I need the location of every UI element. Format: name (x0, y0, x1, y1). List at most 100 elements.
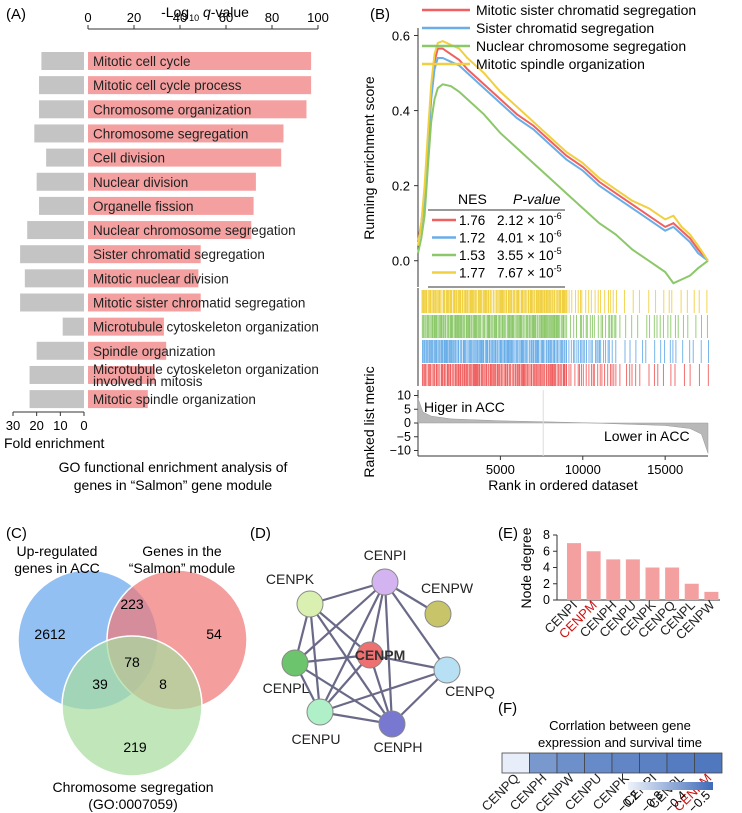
f-title-line-1: Corrlation between gene (549, 718, 691, 733)
d-network-edge (294, 662, 393, 725)
a-bar-qvalue (88, 317, 164, 336)
f-title-line-2: expression and survival time (538, 735, 702, 750)
c-region-count: 39 (92, 676, 108, 692)
b-y-tick-label: 0.0 (392, 254, 410, 269)
b-y-label: Running enrichment score (361, 76, 377, 240)
a-bar-qvalue (88, 293, 201, 312)
b-table-pval-base: 2.12 × 10 (497, 213, 554, 228)
b-x-tick-label: 15000 (647, 462, 683, 477)
a-bar-qvalue (88, 221, 252, 240)
b-y-tick-label: 0.2 (392, 179, 410, 194)
c-set-c-label-2: (GO:0007059) (88, 796, 178, 812)
b-table-header-nes: NES (458, 191, 487, 207)
panel-label-e: (E) (498, 525, 518, 542)
a-bar-qvalue (88, 390, 148, 409)
c-set-b-label-2: “Salmon” module (129, 560, 236, 576)
b-metric-tick-label: 5 (404, 402, 411, 416)
panel-label-f: (F) (498, 700, 517, 717)
a-top-tick-label: 20 (127, 10, 141, 25)
panel-d-network: CENPI CENPW CENPK CENPM CENPL CENPQ CENPU CENPH (263, 547, 495, 755)
a-bar-fold (20, 293, 85, 312)
d-network-edge (319, 581, 386, 713)
d-node-cenpk (296, 590, 324, 618)
d-network-edge (319, 668, 448, 714)
a-caption-line-1: GO functional enrichment analysis of (59, 459, 288, 475)
a-bar-fold (36, 341, 84, 360)
a-top-label-value: -value (211, 4, 249, 20)
a-bottom-tick-label: 0 (80, 418, 87, 433)
b-legend-label: Mitotic spindle organization (476, 56, 645, 72)
d-node-label: CENPI (364, 547, 407, 563)
d-node-cenpq (433, 656, 461, 684)
e-y-tick-label: 4 (543, 561, 550, 575)
b-table-pval-exp: -5 (554, 264, 562, 274)
a-bar-qvalue (88, 172, 256, 191)
a-bottom-tick-label: 10 (53, 418, 67, 433)
e-bar (665, 567, 680, 600)
d-node-cenpm (356, 641, 384, 669)
f-heat-cell (666, 752, 695, 774)
b-table-nes: 1.72 (459, 231, 485, 246)
a-top-tick-label: 80 (265, 10, 279, 25)
a-bar-qvalue (88, 341, 167, 360)
e-bar (625, 559, 640, 600)
a-bar-fold (34, 124, 84, 143)
a-top-tick-label: 40 (173, 10, 187, 25)
e-y-tick-label: 6 (543, 544, 550, 558)
panel-label-b: (B) (370, 6, 390, 23)
a-category-label: Organelle fission (93, 199, 194, 214)
d-node-label: CENPQ (445, 683, 495, 699)
b-legend-label: Nuclear chromosome segregation (476, 38, 686, 54)
a-category-label: Spindle organization (93, 344, 215, 359)
a-category-label: Microtubule cytoskeleton organization (93, 320, 319, 335)
b-metric-tick-label: −5 (397, 430, 411, 444)
a-top-tick-label: 100 (307, 10, 329, 25)
a-category-label: Mitotic cell cycle (93, 54, 191, 69)
c-set-a-label: Up-regulated (17, 543, 98, 559)
c-region-count: 54 (206, 626, 222, 642)
b-x-label: Rank in ordered dataset (488, 477, 638, 493)
c-region-count: 223 (120, 596, 144, 612)
b-table-pval: 3.55 × 10-5 (497, 246, 562, 263)
b-metric-area (417, 398, 709, 454)
e-bar (704, 591, 719, 600)
e-y-label: Node degree (518, 527, 534, 608)
d-node-label: CENPW (421, 580, 474, 596)
d-node-cenpu (306, 698, 334, 726)
c-set-a-label-2: genes in ACC (14, 560, 100, 576)
b-table-header-p: P-value (513, 191, 561, 207)
b-metric-tick-label: 10 (397, 389, 411, 403)
b-x-tick-label: 10000 (565, 462, 601, 477)
a-category-label: Chromosome organization (93, 102, 251, 117)
a-bar-fold (24, 269, 84, 288)
f-heat-cell (584, 752, 613, 774)
b-es-curve (417, 40, 709, 262)
b-table-nes: 1.77 (459, 266, 485, 281)
b-y-tick-label: 0.6 (392, 29, 410, 44)
f-heat-cell (529, 752, 558, 774)
a-bar-fold (29, 365, 84, 384)
a-bar-fold (41, 52, 84, 70)
a-top-axis-label: -Log10 q-value (161, 4, 249, 23)
a-bar-fold (39, 196, 84, 215)
a-bar-fold (46, 148, 84, 167)
a-category-label: Cell division (93, 151, 165, 166)
a-bar-qvalue (88, 76, 312, 95)
a-bar-fold (62, 317, 84, 336)
c-set-b-label: Genes in the (142, 543, 222, 559)
d-network-edge (309, 603, 393, 725)
a-category-label: Chromosome segregation (93, 126, 248, 141)
d-network-edge (294, 581, 386, 664)
b-legend-label: Sister chromatid segregation (476, 20, 654, 36)
d-node-label: CENPK (266, 571, 315, 587)
a-caption-line-2: genes in “Salmon” gene module (74, 477, 273, 493)
b-es-curve (417, 47, 709, 262)
a-category-label: Mitotic spindle organization (93, 392, 256, 407)
c-region-count: 2612 (34, 626, 65, 642)
f-heat-cell (639, 752, 668, 774)
panel-label-a: (A) (6, 6, 26, 23)
e-bar (606, 559, 621, 600)
a-bottom-tick-label: 30 (6, 418, 20, 433)
